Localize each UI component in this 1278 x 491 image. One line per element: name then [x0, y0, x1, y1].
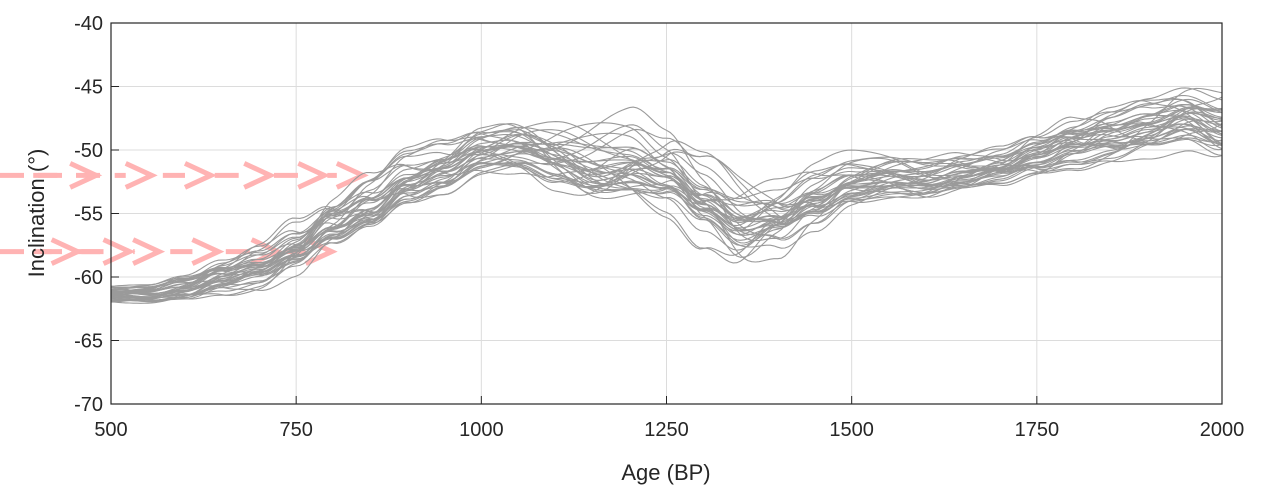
overlay-arrow-head — [124, 161, 158, 190]
overlay-arrow-head — [297, 161, 331, 190]
tick-labels: 500 750 1000 1250 1500 1750 2000 -40 -45 -50 -55 -6… — [74, 13, 1244, 441]
ensemble-curve — [110, 116, 1223, 291]
overlay-arrows — [0, 161, 369, 266]
x-tick-label: 2000 — [1200, 419, 1245, 441]
overlay-arrow-head — [335, 161, 369, 190]
overlay-arrow-head — [132, 237, 166, 266]
y-tick-label: -55 — [74, 204, 103, 226]
ensemble-series — [110, 87, 1223, 304]
ensemble-curve — [110, 128, 1223, 294]
ensemble-curve — [110, 112, 1223, 299]
x-tick-label: 1500 — [829, 419, 874, 441]
x-axis-title: Age (BP) — [621, 460, 710, 485]
ensemble-curve — [110, 112, 1223, 301]
y-tick-label: -40 — [74, 13, 103, 35]
overlay-arrow-head — [102, 237, 136, 266]
y-tick-label: -50 — [74, 140, 103, 162]
ensemble-curve — [110, 107, 1223, 287]
ensemble-curve — [110, 121, 1223, 290]
y-tick-label: -65 — [74, 331, 103, 353]
grid-lines — [111, 23, 1222, 404]
overlay-arrow-head — [69, 161, 103, 190]
ensemble-curve — [110, 107, 1223, 294]
x-tick-label: 500 — [94, 419, 127, 441]
ensemble-curve — [110, 106, 1223, 295]
y-axis-title: Inclination (°) — [24, 149, 49, 278]
y-tick-label: -45 — [74, 77, 103, 99]
overlay-arrow-head — [183, 161, 217, 190]
ensemble-curve — [110, 114, 1223, 303]
ensemble-curve — [110, 105, 1223, 302]
ensemble-curve — [110, 109, 1223, 302]
x-tick-label: 1250 — [644, 419, 689, 441]
overlay-arrow-head — [50, 237, 84, 266]
overlay-arrow-head — [191, 237, 225, 266]
ensemble-curve — [110, 120, 1223, 303]
y-tick-label: -70 — [74, 394, 103, 416]
x-tick-label: 750 — [279, 419, 312, 441]
x-tick-label: 1000 — [459, 419, 504, 441]
y-tick-label: -60 — [74, 267, 103, 289]
x-tick-label: 1750 — [1015, 419, 1060, 441]
ensemble-curve — [110, 98, 1223, 289]
ensemble-curve — [110, 98, 1223, 296]
overlay-arrow-head — [243, 161, 277, 190]
ensemble-curve — [110, 87, 1223, 289]
